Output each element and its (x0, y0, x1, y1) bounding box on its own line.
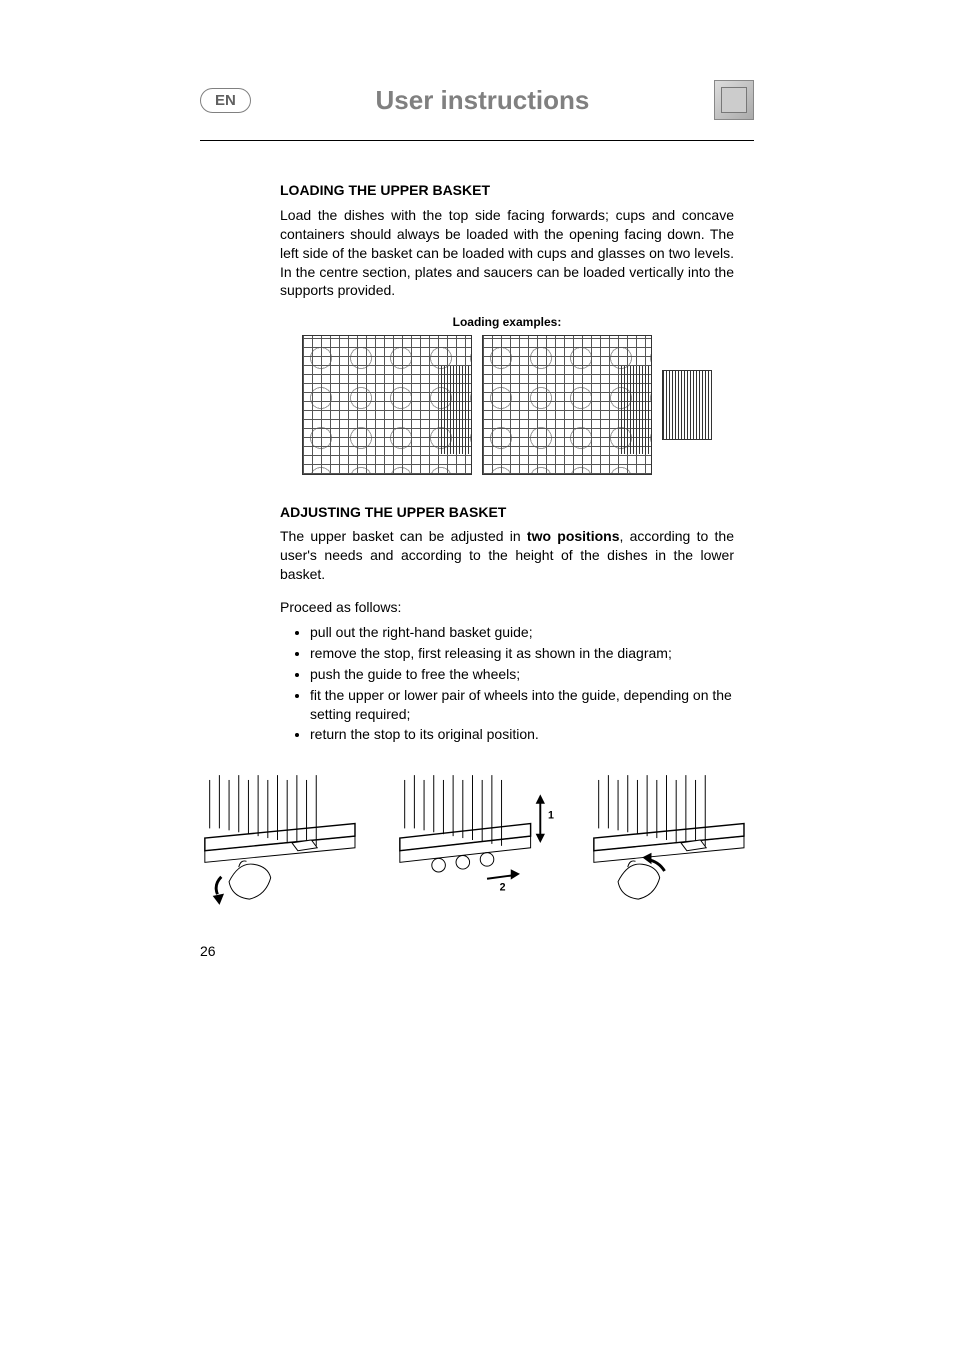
step-item: push the guide to free the wheels; (310, 665, 734, 684)
section-heading-adjusting: ADJUSTING THE UPPER BASKET (280, 503, 734, 522)
adjustment-figures: 1 2 (0, 768, 954, 913)
language-badge: EN (200, 88, 251, 113)
loading-diagram-left (302, 335, 472, 475)
step-item: return the stop to its original position… (310, 725, 734, 744)
adjust-body-pre: The upper basket can be adjusted in (280, 528, 527, 544)
step-item: fit the upper or lower pair of wheels in… (310, 686, 734, 724)
page-number: 26 (0, 913, 954, 959)
diagram-hatch (621, 366, 651, 454)
loading-examples-figures (280, 335, 734, 475)
manual-page: EN User instructions LOADING THE UPPER B… (0, 0, 954, 959)
loading-examples-caption: Loading examples: (280, 314, 734, 330)
loading-diagram-right (482, 335, 652, 475)
adjust-diagram-2: 1 2 (395, 768, 560, 913)
proceed-label: Proceed as follows: (280, 598, 734, 617)
page-header: EN User instructions (0, 70, 954, 130)
section-body-loading: Load the dishes with the top side facing… (280, 206, 734, 300)
step-item: remove the stop, first releasing it as s… (310, 644, 734, 663)
adjust-diagram-3 (589, 768, 754, 913)
loading-diagram-side (662, 370, 712, 440)
section-heading-loading: LOADING THE UPPER BASKET (280, 181, 734, 200)
adjust-body-bold: two positions (527, 528, 620, 544)
adjust-diagram-1 (200, 768, 365, 913)
fig-label-1: 1 (548, 810, 554, 822)
step-item: pull out the right-hand basket guide; (310, 623, 734, 642)
content-area: LOADING THE UPPER BASKET Load the dishes… (0, 141, 954, 744)
diagram-hatch (441, 366, 471, 454)
steps-list: pull out the right-hand basket guide; re… (280, 623, 734, 744)
page-title: User instructions (251, 85, 714, 116)
appliance-icon (714, 80, 754, 120)
section-body-adjusting: The upper basket can be adjusted in two … (280, 527, 734, 584)
fig-label-2: 2 (499, 882, 505, 894)
